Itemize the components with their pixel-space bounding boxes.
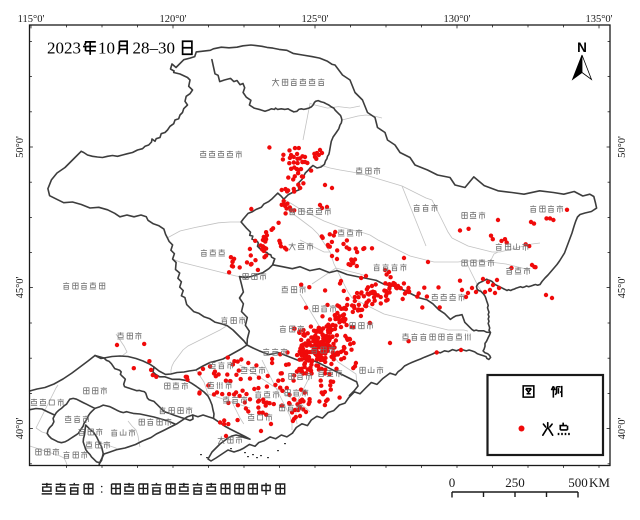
svg-text:10: 10 [98, 39, 115, 58]
svg-text:45°0': 45°0' [617, 276, 628, 298]
svg-text:40°0': 40°0' [15, 417, 26, 439]
svg-text:0: 0 [449, 475, 456, 490]
svg-text:120°0': 120°0' [159, 14, 186, 25]
svg-text:250: 250 [505, 475, 525, 490]
svg-text:N: N [577, 40, 587, 55]
svg-text:28–30: 28–30 [133, 39, 176, 58]
svg-text:135°0': 135°0' [585, 14, 612, 25]
svg-text:45°0': 45°0' [15, 276, 26, 298]
svg-text:50°0': 50°0' [617, 136, 628, 158]
svg-text:40°0': 40°0' [617, 417, 628, 439]
svg-text:50°0': 50°0' [15, 136, 26, 158]
svg-text:130°0': 130°0' [443, 14, 470, 25]
svg-text:KM: KM [589, 475, 610, 490]
svg-text:2023: 2023 [47, 39, 81, 58]
svg-text:500: 500 [568, 475, 588, 490]
svg-text:125°0': 125°0' [301, 14, 328, 25]
svg-text:115°0': 115°0' [18, 14, 45, 25]
